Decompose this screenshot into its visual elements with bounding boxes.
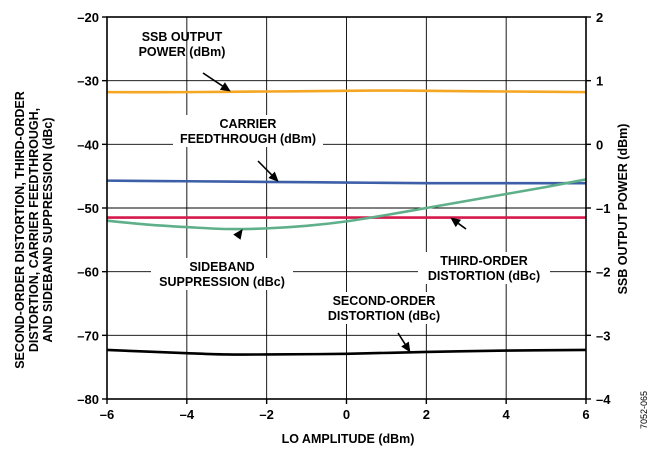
annotation-arrow-head <box>401 341 411 353</box>
annotation-background <box>151 258 293 290</box>
y2-tick-label: 0 <box>596 137 603 152</box>
x-axis-title: LO AMPLITUDE (dBm) <box>282 432 415 446</box>
y-tick-label: –40 <box>77 137 99 152</box>
figure-id: 7052-065 <box>639 391 649 429</box>
grid-lines <box>107 17 586 399</box>
y-axis-title-line-2: DISTORTION, CARRIER FEEDTHROUGH, <box>27 108 41 352</box>
y-tick-label: –60 <box>77 265 99 280</box>
annotation-label-line: FEEDTHROUGH (dBm) <box>180 132 316 146</box>
y-axis-title-line-1: SECOND-ORDER DISTORTION, THIRD-ORDER <box>13 91 27 369</box>
annotation-arrow-shaft <box>257 160 273 176</box>
annotation-background <box>418 252 550 284</box>
y2-tick-label: –3 <box>596 328 610 343</box>
y-tick-label: –50 <box>77 201 99 216</box>
series-line-ssb <box>106 89 587 94</box>
y2-tick-label: 2 <box>596 10 603 25</box>
annotation-arrow-head <box>233 229 243 240</box>
annotation-label-line: THIRD-ORDER <box>440 254 528 268</box>
series-lines <box>106 89 587 356</box>
series-line-sideband <box>106 178 587 231</box>
y2-tick-label: –1 <box>596 201 610 216</box>
annotation-label-line: SECOND-ORDER <box>333 294 436 308</box>
y-tick-label: –20 <box>77 10 99 25</box>
y-axis-title-line-3: AND SIDEBAND SUPPRESSION (dBc) <box>41 117 55 342</box>
annotation-arrow-head <box>450 217 462 228</box>
annotation-arrow-head <box>219 82 231 92</box>
series-line-carrier <box>106 179 586 185</box>
annotation-label-line: POWER (dBm) <box>139 45 226 59</box>
x-tick-label: –2 <box>259 407 273 422</box>
x-tick-label: 2 <box>423 407 430 422</box>
annotation-label-line: SSB OUTPUT <box>142 30 223 44</box>
annotation-arrow-shaft <box>457 222 467 230</box>
annotation-background <box>173 115 323 147</box>
annotation-arrow-head <box>268 171 279 182</box>
x-tick-label: 4 <box>503 407 511 422</box>
annotation-background <box>319 292 449 324</box>
x-tick-label: –4 <box>180 407 195 422</box>
annotation-arrow-shaft <box>397 332 406 345</box>
y2-tick-label: 1 <box>596 74 603 89</box>
y2-tick-label: –2 <box>596 265 610 280</box>
annotation-label-line: DISTORTION (dBc) <box>328 309 440 323</box>
y2-tick-label: –4 <box>596 392 611 407</box>
annotation-label-line: SIDEBAND <box>189 260 254 274</box>
x-tick-label: –6 <box>100 407 114 422</box>
y2-axis-title: SSB OUTPUT POWER (dBm) <box>616 124 630 295</box>
series-line-second <box>106 348 587 356</box>
y-tick-label: –30 <box>77 74 99 89</box>
y-axis-title: SECOND-ORDER DISTORTION, THIRD-ORDER DIS… <box>13 91 55 369</box>
annotation-label-line: CARRIER <box>220 117 277 131</box>
x-tick-label: 0 <box>343 407 350 422</box>
annotation-label-line: SUPPRESSION (dBc) <box>159 275 285 289</box>
y-tick-label: –80 <box>77 392 99 407</box>
x-tick-label: 6 <box>582 407 589 422</box>
annotation-label-line: DISTORTION (dBc) <box>428 269 540 283</box>
annotation-arrow-shaft <box>202 72 223 87</box>
y-tick-label: –70 <box>77 328 99 343</box>
axis-ticks: –6 –4 –2 0 2 4 6–20–30–40–50–60–70–80210–1–2–3… <box>77 10 611 422</box>
